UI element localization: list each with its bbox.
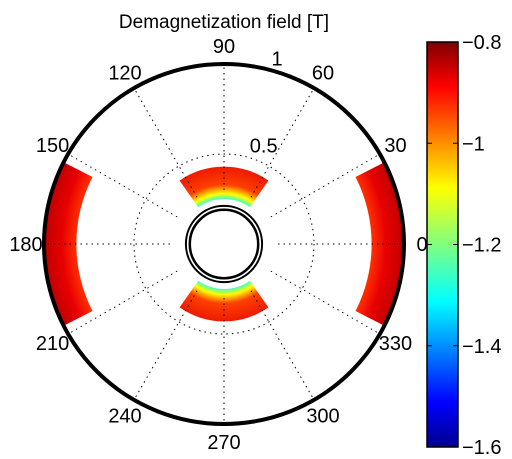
colorbar-label: −1.6 — [462, 437, 501, 459]
inner-hole — [188, 208, 260, 280]
grid-spoke — [270, 270, 381, 335]
angle-label: 0 — [416, 234, 427, 256]
inner-ring — [184, 204, 264, 284]
angle-label: 330 — [379, 333, 412, 355]
grid-spoke — [270, 153, 381, 218]
grid-spoke — [133, 87, 198, 198]
angle-label: 300 — [306, 405, 339, 427]
colorbar-ticks: −0.8 −1 −1.2 −1.4 −1.6 — [427, 32, 501, 459]
angle-label: 90 — [213, 36, 235, 58]
grid-spoke — [250, 87, 315, 198]
grid-spoke — [133, 290, 198, 401]
angle-label: 120 — [108, 63, 141, 85]
colorbar-label: −0.8 — [462, 32, 501, 54]
angle-label: 30 — [384, 135, 406, 157]
polar-outline — [42, 62, 406, 426]
colorbar-label: −1 — [462, 133, 485, 155]
radial-label: 1 — [272, 48, 283, 70]
region-inner-lobe-top — [179, 166, 269, 208]
angle-label: 150 — [36, 135, 69, 157]
radial-tick-labels: 0.51 — [250, 48, 283, 157]
polar-grid — [44, 64, 404, 424]
grid-spoke — [67, 270, 178, 335]
heatmap-regions — [43, 162, 404, 326]
grid-circle — [133, 153, 315, 335]
grid-spoke — [67, 153, 178, 218]
colorbar-label: −1.4 — [462, 336, 501, 358]
angle-label: 210 — [36, 333, 69, 355]
angle-label: 240 — [108, 405, 141, 427]
angle-label: 270 — [207, 432, 240, 454]
region-outer-band-left — [43, 162, 93, 326]
colorbar-label: −1.2 — [462, 235, 501, 257]
radial-label: 0.5 — [250, 136, 278, 158]
region-inner-lobe-bottom — [179, 280, 269, 322]
grid-spoke — [250, 290, 315, 401]
chart-title: Demagnetization field [T] — [119, 12, 329, 33]
angle-label: 60 — [312, 63, 334, 85]
colorbar: −0.8 −1 −1.2 −1.4 −1.6 — [426, 32, 501, 459]
outer-circle — [42, 62, 406, 426]
region-outer-band-right — [355, 162, 404, 326]
angle-label: 180 — [9, 234, 42, 256]
